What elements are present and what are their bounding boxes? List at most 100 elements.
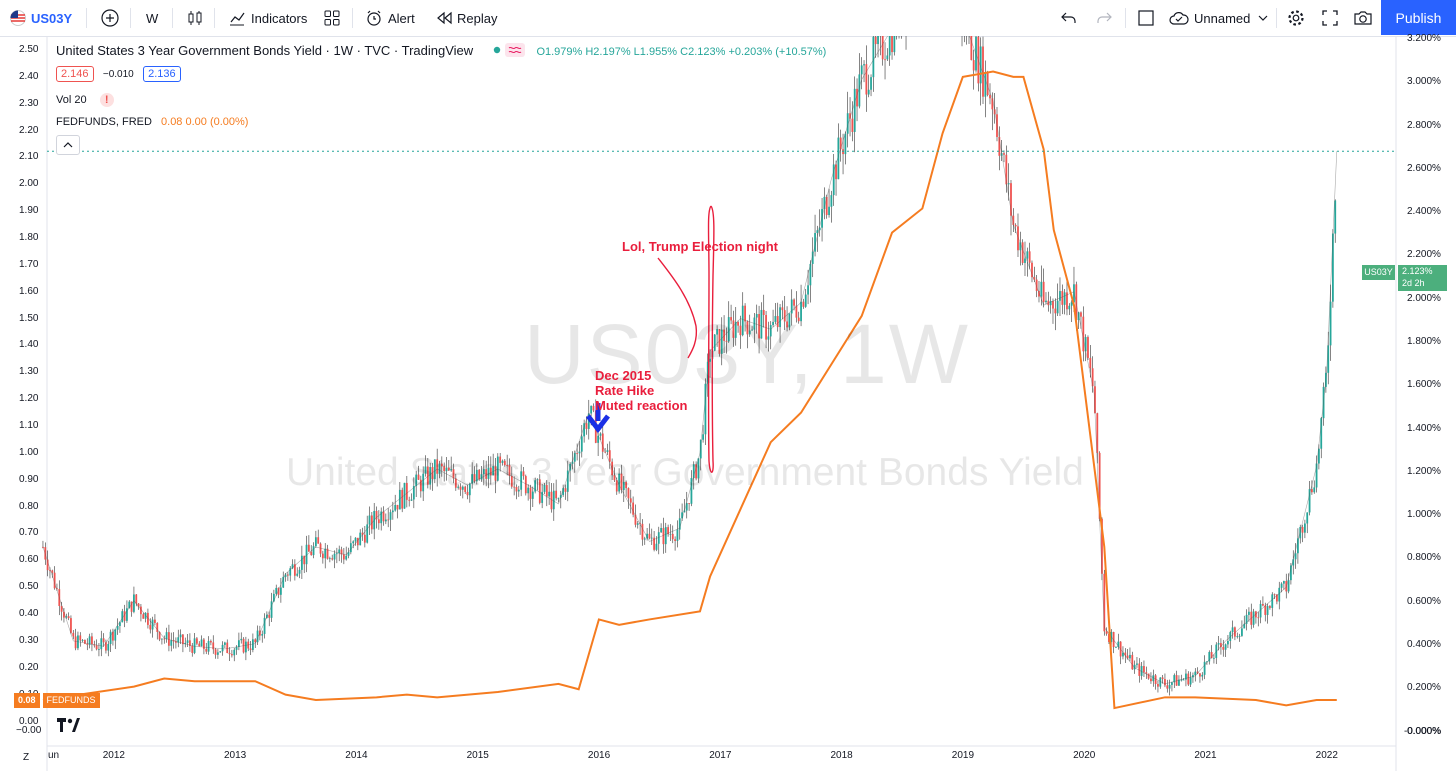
symbol-search-button[interactable]: US03Y xyxy=(10,0,72,36)
candle-body xyxy=(536,479,539,481)
candle-body xyxy=(1187,673,1190,685)
fedfunds-legend[interactable]: FEDFUNDS, FRED 0.08 0.00 (0.00%) xyxy=(56,116,248,128)
candle-body xyxy=(520,471,523,490)
candle-body xyxy=(725,340,728,342)
candle-body xyxy=(746,321,749,335)
candle-body xyxy=(1024,258,1026,263)
candle-body xyxy=(667,527,669,535)
candle-body xyxy=(191,645,194,653)
candle-body xyxy=(1208,652,1211,662)
price-plot[interactable] xyxy=(0,36,1456,771)
timezone-button[interactable]: Z xyxy=(22,752,30,763)
candle-body xyxy=(699,439,702,459)
publish-button[interactable]: Publish xyxy=(1381,0,1456,35)
chart-type-button[interactable] xyxy=(186,0,204,36)
indicators-label: Indicators xyxy=(251,10,308,26)
blue-down-arrow-icon xyxy=(586,403,610,434)
symbol-price-tag: US03Y xyxy=(1362,265,1395,280)
candle-body xyxy=(1287,580,1290,592)
candle-body xyxy=(408,499,411,501)
indicators-button[interactable]: Indicators xyxy=(228,0,307,36)
candle-body xyxy=(84,640,86,644)
candle-body xyxy=(256,630,259,643)
candle-body xyxy=(1133,664,1136,670)
fedfunds-series-line xyxy=(42,70,1337,710)
templates-button[interactable] xyxy=(324,0,340,36)
right-axis-tick: 2.200% xyxy=(1407,249,1441,261)
candle-body xyxy=(800,301,802,322)
candle-body xyxy=(557,497,560,499)
ask-box[interactable]: 2.136 xyxy=(143,66,181,82)
candle-body xyxy=(342,554,345,560)
save-layout-button[interactable]: Unnamed xyxy=(1169,0,1268,36)
alert-label: Alert xyxy=(388,10,415,26)
candle-body xyxy=(468,483,471,496)
alert-button[interactable]: Alert xyxy=(365,0,415,36)
candle-body xyxy=(405,482,408,500)
redo-button[interactable] xyxy=(1096,0,1112,36)
compare-button[interactable] xyxy=(101,0,119,36)
candle-body xyxy=(597,435,600,443)
candle-body xyxy=(1003,153,1005,155)
settings-button[interactable] xyxy=(1287,0,1305,36)
candle-body xyxy=(165,632,168,640)
candle-body xyxy=(454,478,457,488)
legend-main[interactable]: United States 3 Year Government Bonds Yi… xyxy=(56,43,826,60)
candle-body xyxy=(534,480,537,492)
candle-body xyxy=(210,640,212,643)
candle-body xyxy=(170,640,173,646)
candle-body xyxy=(1311,489,1313,493)
vol-legend[interactable]: Vol 20 ! xyxy=(56,93,114,107)
candle-body xyxy=(1217,643,1220,645)
candle-body xyxy=(1278,587,1281,602)
candle-body xyxy=(844,133,847,155)
candle-body xyxy=(650,537,653,539)
candle-body xyxy=(319,543,322,554)
candle-body xyxy=(487,467,490,479)
candle-body xyxy=(88,636,91,645)
collapse-legend-button[interactable] xyxy=(56,135,80,155)
chart-area[interactable]: 2.50 2.40 2.30 2.20 2.10 2.00 1.90 1.80 1.70 1.60… xyxy=(0,33,1456,771)
bid-ask-row: 2.146 −0.010 2.136 xyxy=(56,66,181,82)
candle-body xyxy=(130,601,133,612)
snapshot-button[interactable] xyxy=(1353,0,1373,36)
candle-body xyxy=(46,559,49,571)
fullscreen-button[interactable] xyxy=(1322,0,1338,36)
candle-body xyxy=(317,537,320,544)
undo-button[interactable] xyxy=(1061,0,1077,36)
election-annotation[interactable]: Lol, Trump Election night xyxy=(622,239,778,254)
x-axis-tick: 2020 xyxy=(1073,750,1096,761)
warning-icon[interactable]: ! xyxy=(99,93,114,107)
dec2015-line-3: Muted reaction xyxy=(595,398,688,413)
candle-body xyxy=(1154,675,1157,685)
candle-body xyxy=(142,614,145,619)
candle-body xyxy=(599,433,602,436)
interval-button[interactable]: W xyxy=(146,0,158,36)
right-axis-tick: 1.200% xyxy=(1407,465,1441,477)
candle-body xyxy=(307,544,310,552)
candle-body xyxy=(1103,573,1106,632)
candle-body xyxy=(91,636,93,645)
candle-body xyxy=(370,515,373,530)
layout-button[interactable] xyxy=(1138,0,1154,36)
dec2015-annotation[interactable]: Dec 2015 Rate Hike Muted reaction xyxy=(595,368,687,413)
replay-button[interactable]: Replay xyxy=(436,0,497,36)
candle-body xyxy=(119,622,121,626)
candle-body xyxy=(590,405,593,414)
left-axis-tick: 1.50 xyxy=(19,312,39,324)
candle-body xyxy=(200,639,203,647)
left-axis-tick: 0.80 xyxy=(19,500,39,512)
market-status-icon xyxy=(491,43,527,60)
candle-body xyxy=(482,469,485,475)
candle-body xyxy=(506,465,509,466)
bid-box[interactable]: 2.146 xyxy=(56,66,94,82)
candle-body xyxy=(1290,565,1292,581)
candle-body xyxy=(709,358,711,362)
candle-body xyxy=(1010,183,1012,216)
candle-body xyxy=(508,465,511,476)
candle-body xyxy=(499,456,502,463)
candle-body xyxy=(1308,489,1311,513)
candle-body xyxy=(277,587,280,595)
candle-body xyxy=(237,640,240,648)
candle-body xyxy=(979,46,982,84)
